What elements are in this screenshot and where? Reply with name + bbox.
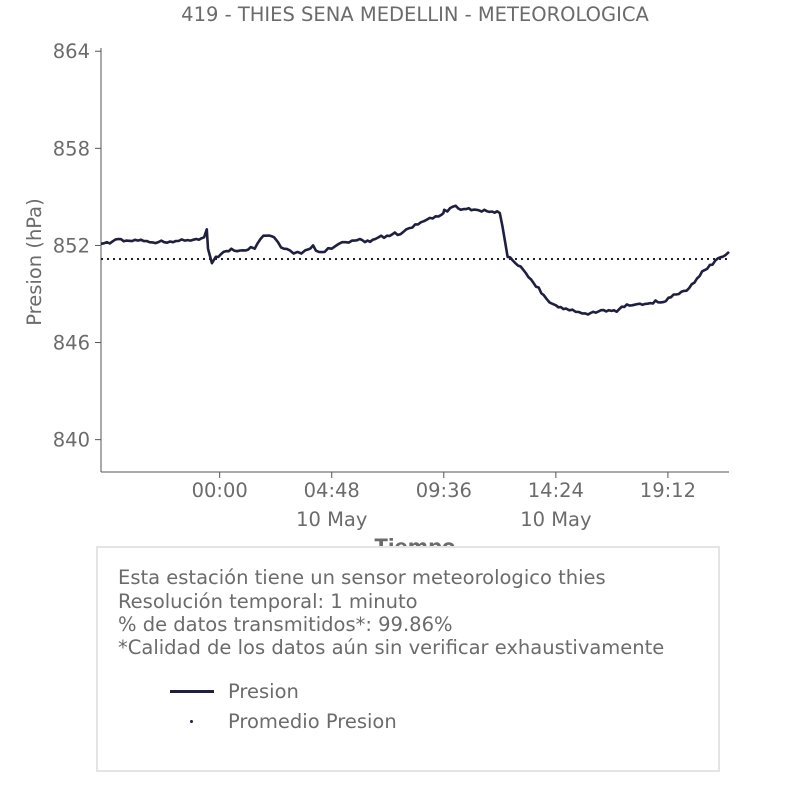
x-tick-sublabel: 10 May: [296, 508, 367, 531]
legend-label-presion: Presion: [228, 680, 299, 703]
series-line-presion: [100, 204, 730, 316]
y-tick-label: 864: [53, 40, 90, 63]
x-tick-sublabel: 10 May: [520, 508, 591, 531]
legend-label-promedio: Promedio Presion: [228, 710, 397, 733]
legend-line-swatch: [170, 690, 214, 693]
y-axis-label: Presion (hPa): [23, 198, 46, 325]
x-tick-label: 00:00: [192, 479, 248, 502]
x-tick-label: 14:24: [528, 479, 584, 502]
y-tick-label: 852: [53, 234, 90, 257]
x-tick-label: 09:36: [416, 479, 472, 502]
info-line-transmitted: % de datos transmitidos*: 99.86%: [118, 613, 453, 636]
y-tick-label: 840: [53, 429, 90, 452]
y-tick-label: 846: [53, 332, 90, 355]
pressure-chart: 419 - THIES SENA MEDELLIN - METEOROLOGIC…: [23, 3, 730, 546]
chart-title: 419 - THIES SENA MEDELLIN - METEOROLOGIC…: [181, 3, 649, 26]
x-axis-label: Tiempo: [375, 535, 456, 546]
info-line-sensor: Esta estación tiene un sensor meteorolog…: [118, 566, 606, 589]
x-tick-label: 19:12: [640, 479, 696, 502]
legend-dot-swatch: [190, 720, 193, 723]
info-box: Esta estación tiene un sensor meteorolog…: [96, 546, 720, 772]
x-tick-label: 04:48: [304, 479, 360, 502]
y-tick-label: 858: [53, 137, 90, 160]
info-line-resolution: Resolución temporal: 1 minuto: [118, 590, 418, 613]
info-line-quality-note: *Calidad de los datos aún sin verificar …: [118, 636, 665, 659]
